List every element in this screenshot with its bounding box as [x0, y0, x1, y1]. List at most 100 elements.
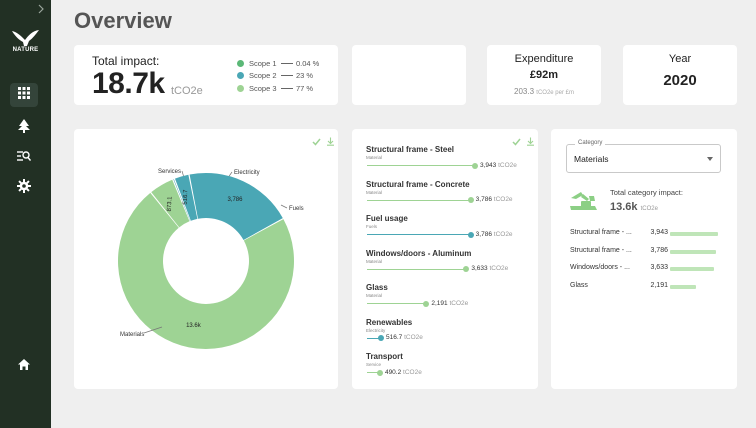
- scope-name: Scope 1: [249, 58, 277, 68]
- donut-chart: 13.6k Materials 873.1 Services 516.7 Electric…: [118, 169, 304, 349]
- category-select[interactable]: Category Materials: [566, 140, 721, 173]
- breakdown-item-dot: [378, 335, 385, 341]
- category-row-value: 2,191: [650, 281, 668, 289]
- breakdown-item-number: 3,786: [475, 196, 492, 203]
- donut-chart-card: 13.6k Materials 873.1 Services 516.7 Electric…: [74, 129, 338, 389]
- breakdown-item-subtitle: Service: [366, 362, 382, 367]
- breakdown-item-unit: tCO2e: [493, 230, 513, 238]
- breakdown-item-value: 516.7 tCO2e: [386, 334, 423, 341]
- breakdown-item-unit: tCO2e: [403, 368, 422, 376]
- breakdown-item-title: Transport: [366, 352, 403, 361]
- donut-value-label: 516.7: [183, 189, 190, 205]
- scope-dash: [281, 75, 293, 76]
- sidebar-item-home[interactable]: [10, 354, 38, 378]
- category-row-value: 3,943: [650, 229, 668, 236]
- gear-icon: [17, 178, 31, 198]
- donut-slice-other[interactable]: [173, 179, 191, 222]
- sidebar-item-nature[interactable]: [10, 116, 38, 140]
- breakdown-item-unit: tCO2e: [498, 161, 517, 169]
- breakdown-item-bar: [367, 303, 427, 304]
- breakdown-item-dot: [467, 231, 474, 238]
- category-row-value: 3,786: [650, 246, 668, 254]
- total-impact-card: Total impact: 18.7k tCO2e Scope 1 0.04 % S…: [74, 45, 338, 105]
- breakdown-item-bar: [367, 165, 475, 166]
- category-row-bar: [670, 249, 717, 254]
- breakdown-item-bar: [367, 372, 380, 373]
- donut-slice-electricity[interactable]: [174, 174, 198, 221]
- category-row-bar: [670, 267, 715, 271]
- total-category-impact-number: 13.6k: [610, 201, 638, 213]
- breakdown-item[interactable]: Renewables Electricity 516.7 tCO2e: [366, 318, 536, 341]
- breakdown-item[interactable]: Structural frame - Concrete Material 3,786…: [366, 180, 536, 203]
- home-icon: [18, 357, 30, 375]
- logo-text: NATURE: [12, 47, 39, 53]
- breakdown-item-subtitle: Electricity: [366, 327, 386, 333]
- donut-slice-fuels[interactable]: [189, 173, 283, 241]
- total-impact-label: Total impact:: [92, 54, 160, 68]
- scope-dash: [281, 62, 293, 64]
- search-list-icon: [17, 149, 32, 167]
- breakdown-item[interactable]: Glass Material 2,191 tCO2e: [366, 283, 536, 307]
- download-icon[interactable]: [326, 133, 335, 146]
- category-row-bar: [670, 284, 697, 289]
- breakdown-item-number: 3,943: [480, 161, 497, 169]
- breakdown-item-title: Structural frame - Steel: [366, 145, 455, 154]
- expand-sidebar-chevron-icon[interactable]: [35, 4, 47, 16]
- scope-legend-row: Scope 1 0.04 %: [237, 57, 319, 69]
- breakdown-item[interactable]: Transport Service 490.2 tCO2e: [366, 352, 536, 376]
- donut-slice-services[interactable]: [151, 179, 190, 228]
- breakdown-item[interactable]: Windows/doors - Aluminum Material 3,633 tC…: [366, 249, 536, 272]
- breakdown-item-subtitle: Material: [366, 258, 383, 264]
- donut-slice-materials[interactable]: [118, 192, 294, 349]
- breakdown-item-subtitle: Material: [366, 293, 383, 298]
- breakdown-item[interactable]: Structural frame - Steel Material 3,943 tC…: [366, 145, 536, 169]
- breakdown-item-bar: [367, 234, 471, 235]
- breakdown-item-bar: [367, 199, 471, 201]
- breakdown-item-value: 3,786 tCO2e: [476, 196, 513, 203]
- breakdown-item-unit: tCO2e: [493, 196, 513, 203]
- breakdown-item-bar: [367, 268, 467, 270]
- breakdown-item-title: Glass: [366, 283, 388, 292]
- check-icon[interactable]: [512, 133, 521, 146]
- breakdown-item[interactable]: Fuel usage Fuels 3,786 tCO2e: [366, 214, 536, 238]
- expenditure-sub-unit: tCO2e per £m: [536, 90, 574, 96]
- donut-category-label: Electricity: [234, 170, 260, 176]
- breakdown-item-number: 3,786: [475, 230, 492, 238]
- scope-percent: 77 %: [296, 83, 314, 93]
- total-impact-unit: tCO2e: [171, 85, 203, 97]
- breakdown-item-value: 2,191 tCO2e: [431, 300, 468, 307]
- tree-icon: [18, 118, 30, 138]
- sidebar-item-dashboard[interactable]: [10, 83, 38, 107]
- scope-percent: 0.04 %: [296, 58, 320, 68]
- breakdown-item-number: 2,191: [431, 299, 448, 307]
- breakdown-item-subtitle: Fuels: [366, 224, 378, 229]
- donut-value-label: 3,786: [227, 197, 243, 203]
- category-select-label: Category: [575, 140, 606, 146]
- sidebar-item-search[interactable]: [10, 146, 38, 170]
- scope-legend-row: Scope 3 77 %: [237, 82, 313, 94]
- breakdown-item-value: 3,786 tCO2e: [476, 231, 513, 238]
- donut-category-label: Materials: [120, 332, 144, 338]
- scope-color-dot: [237, 59, 244, 67]
- category-select-value: Materials: [574, 154, 609, 164]
- donut-category-label: Fuels: [289, 206, 304, 212]
- breakdown-item-dot: [467, 197, 474, 203]
- sidebar: NATURE: [0, 0, 51, 428]
- breakdown-item-dot: [463, 266, 470, 272]
- breakdown-item-dot: [423, 300, 430, 307]
- caret-down-icon: [707, 157, 713, 161]
- excavator-icon: [569, 188, 599, 212]
- scope-name: Scope 2: [249, 71, 277, 80]
- expenditure-card: Expenditure £92m 203.3 tCO2e per £m: [487, 45, 601, 105]
- year-label: Year: [668, 53, 692, 65]
- breakdown-item-value: 3,943 tCO2e: [480, 162, 517, 169]
- sidebar-item-settings[interactable]: [10, 176, 38, 200]
- empty-card: [352, 45, 466, 105]
- expenditure-sub-value: 203.3: [514, 87, 535, 96]
- download-icon[interactable]: [526, 133, 535, 146]
- expenditure-sub: 203.3 tCO2e per £m: [487, 87, 601, 96]
- category-row-value: 3,633: [650, 264, 668, 271]
- breakdown-item-number: 516.7: [386, 334, 403, 341]
- scope-dash: [281, 87, 293, 89]
- check-icon[interactable]: [312, 133, 321, 146]
